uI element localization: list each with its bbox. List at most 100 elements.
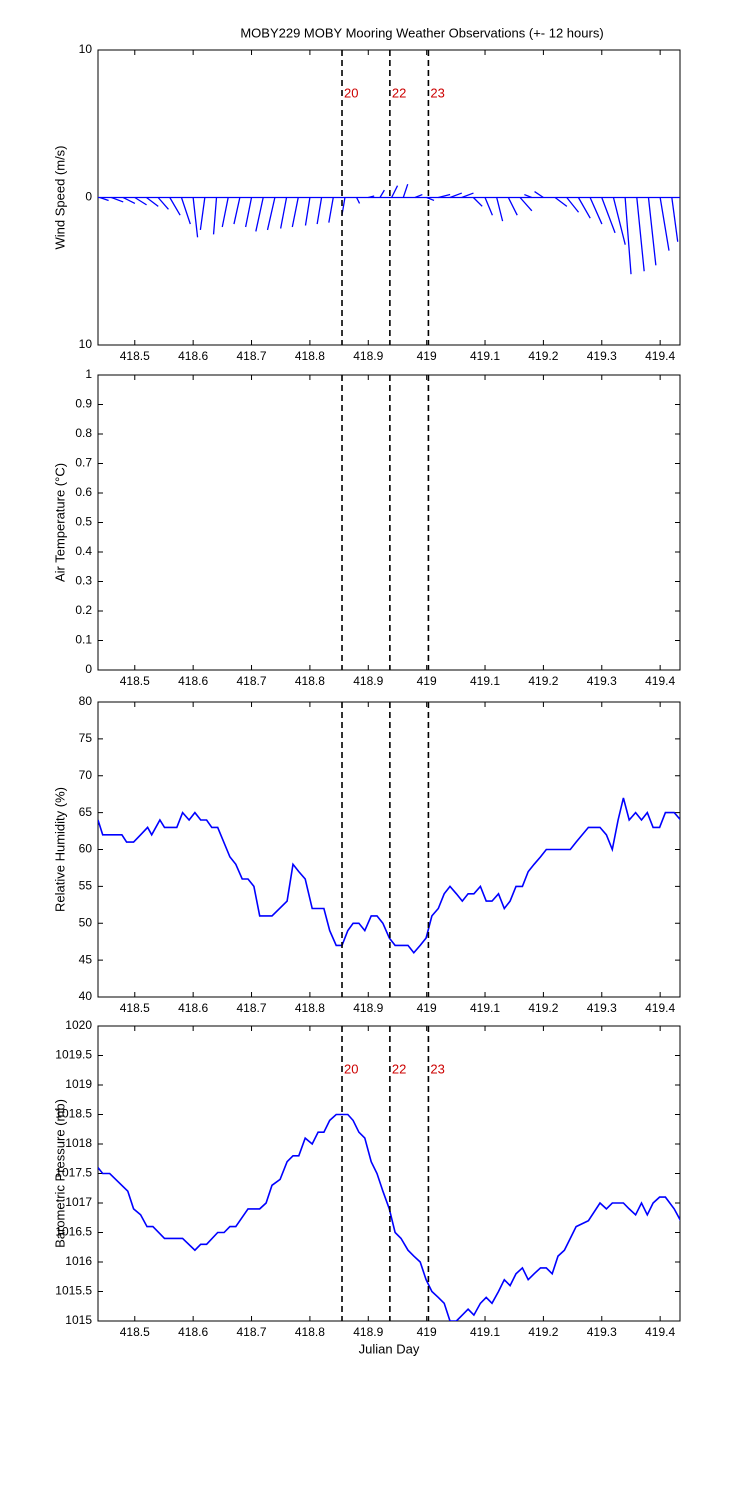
x-tick-label: 419.3 [587, 349, 617, 363]
event-label: 23 [430, 1061, 444, 1076]
wind-stick [426, 196, 435, 202]
x-tick-label: 419.1 [470, 1001, 500, 1015]
wind-stick [524, 193, 532, 199]
wind-stick [134, 196, 147, 206]
wind-stick [146, 196, 159, 207]
x-tick-label: 419 [417, 1001, 437, 1015]
x-tick-label: 418.7 [237, 674, 267, 688]
plot-area [97, 1025, 681, 1322]
x-tick-label: 418.9 [353, 1325, 383, 1339]
x-tick-label: 418.7 [237, 1325, 267, 1339]
wind-stick [566, 197, 580, 213]
y-tick-label: 0.6 [75, 485, 92, 499]
wind-stick [356, 197, 361, 204]
wind-stick [169, 197, 181, 216]
y-axis-label: Air Temperature (°C) [52, 463, 67, 582]
wind-stick [244, 197, 253, 228]
wind-stick [212, 197, 218, 235]
wind-stick [472, 197, 483, 207]
y-tick-label: 1020 [65, 1018, 92, 1032]
x-tick-label: 419.4 [645, 674, 675, 688]
y-tick-label: 70 [79, 768, 93, 782]
wind-stick [122, 196, 136, 204]
event-label: 20 [344, 85, 358, 100]
event-label: 23 [430, 85, 444, 100]
wind-stick [624, 197, 632, 275]
wind-stick [111, 196, 124, 203]
wind-stick [484, 197, 494, 216]
y-tick-label: 1018.5 [55, 1107, 92, 1121]
y-tick-label: 1 [85, 367, 92, 381]
wind-stick [507, 197, 518, 216]
x-tick-label: 419 [417, 1325, 437, 1339]
chart-title: MOBY229 MOBY Mooring Weather Observation… [240, 25, 603, 40]
y-tick-label: 0.9 [75, 397, 92, 411]
x-tick-label: 419.2 [528, 349, 558, 363]
wind-stick [438, 193, 451, 199]
plot-area [97, 701, 681, 998]
y-tick-label: 1016 [65, 1254, 92, 1268]
wind-stick [291, 197, 299, 228]
x-tick-label: 419.4 [645, 349, 675, 363]
y-tick-label: 0.7 [75, 456, 92, 470]
wind-stick [199, 197, 206, 231]
wind-stick [280, 197, 288, 229]
x-tick-label: 418.6 [178, 1325, 208, 1339]
x-tick-label: 419.3 [587, 1001, 617, 1015]
y-tick-label: 0.5 [75, 515, 92, 529]
x-tick-label: 418.8 [295, 349, 325, 363]
wind-stick [577, 197, 591, 219]
y-tick-label: 1019 [65, 1077, 92, 1091]
x-tick-label: 418.5 [120, 349, 150, 363]
y-tick-label: 10 [79, 42, 93, 56]
x-tick-label: 418.5 [120, 674, 150, 688]
y-tick-label: 1015 [65, 1313, 92, 1327]
wind-stick [391, 185, 399, 198]
plot-area [97, 374, 681, 671]
data-line [98, 1113, 680, 1321]
y-tick-label: 1018 [65, 1136, 92, 1150]
y-tick-label: 1015.5 [55, 1284, 92, 1298]
wind-stick [328, 197, 334, 223]
y-tick-label: 80 [79, 694, 93, 708]
y-tick-label: 0 [85, 190, 92, 204]
x-tick-label: 418.5 [120, 1325, 150, 1339]
wind-stick [304, 197, 311, 226]
x-tick-label: 419.2 [528, 1325, 558, 1339]
wind-stick [255, 197, 264, 232]
x-tick-label: 418.8 [295, 674, 325, 688]
y-tick-label: 65 [79, 805, 93, 819]
x-tick-label: 418.9 [353, 349, 383, 363]
y-tick-label: 0 [85, 662, 92, 676]
y-axis-label: Relative Humidity (%) [52, 787, 67, 912]
x-tick-label: 419 [417, 674, 437, 688]
y-axis-label: Wind Speed (m/s) [52, 145, 67, 249]
y-tick-label: 1017 [65, 1195, 92, 1209]
wind-stick [316, 197, 323, 225]
x-tick-label: 419.2 [528, 1001, 558, 1015]
wind-stick [519, 197, 533, 212]
x-tick-label: 419.3 [587, 674, 617, 688]
x-tick-label: 418.6 [178, 674, 208, 688]
x-tick-label: 419.4 [645, 1001, 675, 1015]
wind-stick [461, 192, 474, 199]
x-axis-label: Julian Day [359, 1341, 420, 1356]
wind-stick [612, 197, 626, 245]
wind-stick [414, 193, 423, 199]
event-label: 22 [392, 85, 406, 100]
wind-stick [402, 184, 409, 198]
y-tick-label: 40 [79, 989, 93, 1003]
x-tick-label: 419.3 [587, 1325, 617, 1339]
wind-stick [554, 196, 568, 207]
y-tick-label: 0.1 [75, 633, 92, 647]
y-tick-label: 50 [79, 915, 93, 929]
x-tick-label: 418.7 [237, 1001, 267, 1015]
data-line [98, 797, 680, 955]
wind-stick [601, 197, 616, 234]
y-tick-label: 60 [79, 842, 93, 856]
y-tick-label: 1017.5 [55, 1166, 92, 1180]
wind-stick [589, 197, 603, 225]
wind-stick [221, 197, 229, 228]
